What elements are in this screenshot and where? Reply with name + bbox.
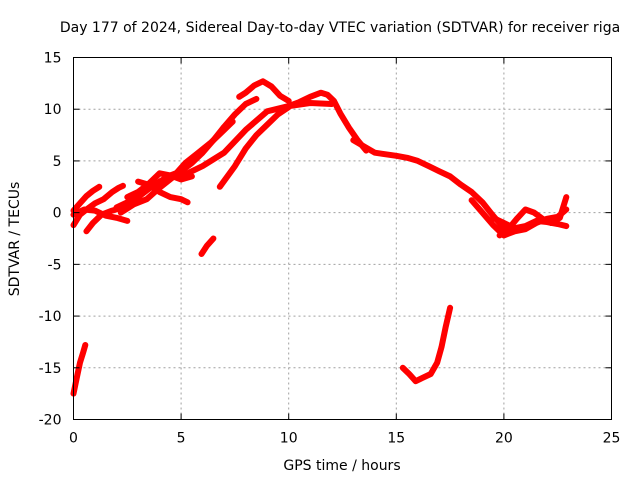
y-tick-label: 0 (53, 206, 62, 222)
series-arc-18 (490, 214, 570, 232)
grid-lines (73, 57, 612, 420)
series-arc-12 (236, 78, 292, 104)
y-tick-labels: -20 -15 -10 -5 0 5 10 15 (39, 51, 62, 429)
x-tick-label: 20 (495, 431, 513, 447)
series-arc-11 (216, 104, 292, 190)
x-axis-label: GPS time / hours (283, 458, 400, 474)
y-tick-label: -10 (39, 309, 62, 325)
series-arc-9 (135, 178, 191, 206)
x-tick-label: 15 (387, 431, 405, 447)
series-arc-1 (70, 342, 89, 397)
series-arc-10 (178, 100, 335, 180)
y-tick-label: 5 (53, 154, 62, 170)
axis-ticks (73, 57, 612, 420)
series-arc-8 (124, 170, 195, 201)
x-tick-labels: 0 5 10 15 20 25 (69, 431, 620, 447)
x-tick-label: 25 (603, 431, 621, 447)
chart-title: Day 177 of 2024, Sidereal Day-to-day VTE… (60, 20, 620, 36)
y-tick-label: -20 (39, 413, 62, 429)
x-tick-label: 10 (280, 431, 298, 447)
series-arc-15 (350, 137, 507, 232)
series-arc-7 (117, 118, 236, 216)
y-tick-label: -5 (48, 257, 62, 273)
series-arc-14 (285, 89, 370, 154)
series-arc-16 (468, 197, 570, 239)
series-arc-2 (70, 183, 103, 214)
y-tick-label: 15 (44, 51, 62, 67)
y-tick-label: 10 (44, 102, 62, 118)
series-arc-19 (399, 304, 454, 385)
x-tick-label: 5 (177, 431, 186, 447)
series-arc-6 (113, 95, 260, 211)
series-arc-13 (198, 235, 217, 257)
y-tick-label: -15 (39, 361, 62, 377)
x-tick-label: 0 (69, 431, 78, 447)
series-arc-5 (70, 206, 131, 224)
plot-frame (73, 57, 612, 420)
y-axis-label: SDTVAR / TECUs (7, 182, 23, 297)
data-series (70, 78, 570, 397)
